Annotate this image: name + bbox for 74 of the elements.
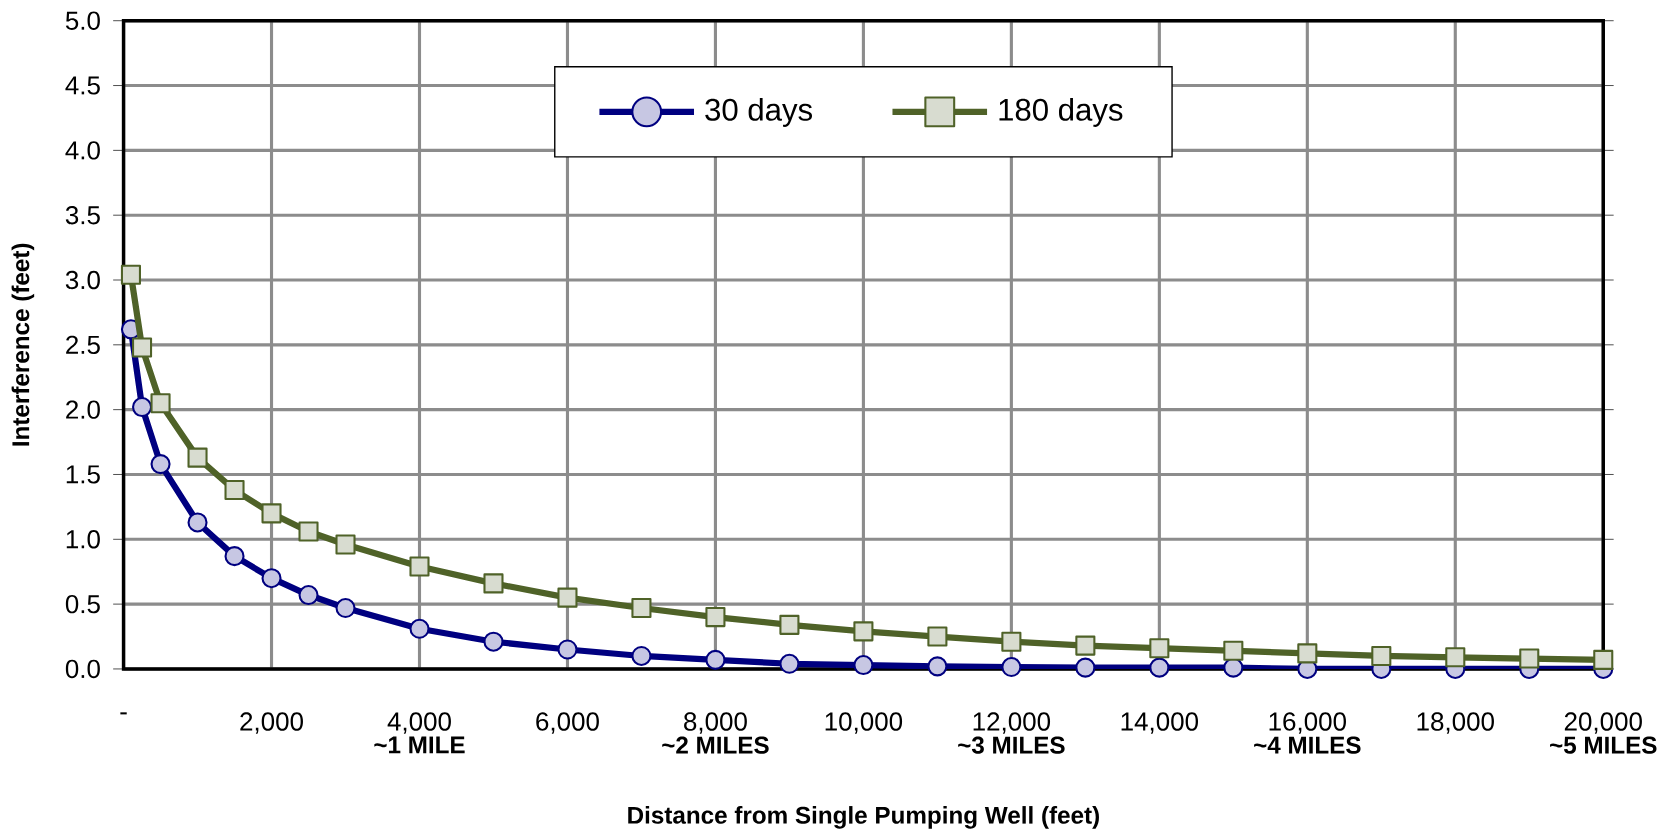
y-tick-label: 4.5 — [65, 76, 100, 95]
point — [1001, 656, 1022, 677]
legend-label: 180 days — [999, 97, 1123, 127]
x-tick-label: 8,000 — [684, 712, 747, 734]
point — [705, 649, 726, 670]
y-tick-label: 4.0 — [65, 141, 100, 160]
point — [409, 556, 430, 577]
point — [409, 618, 430, 639]
point — [1075, 657, 1096, 678]
text: ~4 MILES — [1254, 736, 1361, 754]
point — [779, 653, 800, 674]
y-tick-label: 0.5 — [65, 594, 100, 614]
point — [853, 621, 874, 642]
point — [132, 396, 153, 417]
point — [132, 337, 153, 358]
text: ~2 MILES — [662, 736, 769, 754]
x-tick-label: 20,000 — [1564, 712, 1642, 734]
point — [779, 614, 800, 635]
point — [120, 264, 141, 285]
point — [1519, 648, 1540, 669]
point — [1075, 635, 1096, 656]
point — [631, 597, 652, 618]
y-tick-label: 1.0 — [66, 529, 100, 549]
x-tick-label: 14,000 — [1121, 712, 1199, 734]
y-tick-label: 0.0 — [65, 659, 100, 679]
point — [483, 573, 504, 594]
point — [150, 453, 171, 474]
point — [187, 512, 208, 533]
y-tick-label: 2.0 — [66, 400, 100, 419]
point — [1593, 649, 1614, 670]
x-tick-label: - — [120, 712, 127, 715]
point — [705, 606, 726, 627]
point — [224, 479, 245, 500]
x-tick-label: 10,000 — [825, 712, 903, 734]
point — [335, 597, 356, 618]
point — [187, 447, 208, 468]
x-axis-title: Distance from Single Pumping Well (feet) — [628, 805, 1099, 829]
x-tick-label: 2,000 — [240, 712, 303, 734]
point — [557, 639, 578, 660]
point — [1001, 631, 1022, 652]
point — [1297, 643, 1318, 664]
point — [298, 521, 319, 542]
point — [483, 631, 504, 652]
point — [335, 534, 356, 555]
x-tick-label: 6,000 — [536, 712, 599, 734]
point — [1371, 645, 1392, 666]
x-tick-label: 4,000 — [387, 712, 451, 734]
y-tick-label: 5.0 — [65, 11, 100, 30]
point — [631, 645, 652, 666]
text: ~1 MILE — [374, 736, 465, 754]
y-tick-label: 3.0 — [65, 270, 100, 290]
y-axis-title: Interference (feet) — [11, 243, 35, 446]
y-tick-label: 2.5 — [66, 335, 100, 354]
point — [927, 656, 948, 677]
point — [298, 584, 319, 605]
text: ~3 MILES — [958, 736, 1065, 754]
point — [261, 503, 282, 524]
point — [853, 654, 874, 675]
point — [927, 626, 948, 647]
text: ~5 MILES — [1550, 736, 1657, 754]
point — [557, 587, 578, 608]
y-tick-label: 1.5 — [66, 465, 100, 484]
x-tick-label: 16,000 — [1269, 712, 1346, 734]
x-tick-label: 12,000 — [973, 712, 1051, 734]
x-tick-label: 18,000 — [1417, 712, 1494, 734]
point — [150, 392, 171, 414]
point — [224, 545, 245, 567]
point — [1149, 638, 1170, 659]
point — [261, 568, 282, 589]
y-tick-label: 3.5 — [65, 205, 100, 225]
point — [1149, 657, 1170, 678]
point — [1223, 640, 1244, 661]
point — [1445, 647, 1466, 668]
legend-label: 30 days — [705, 97, 813, 127]
